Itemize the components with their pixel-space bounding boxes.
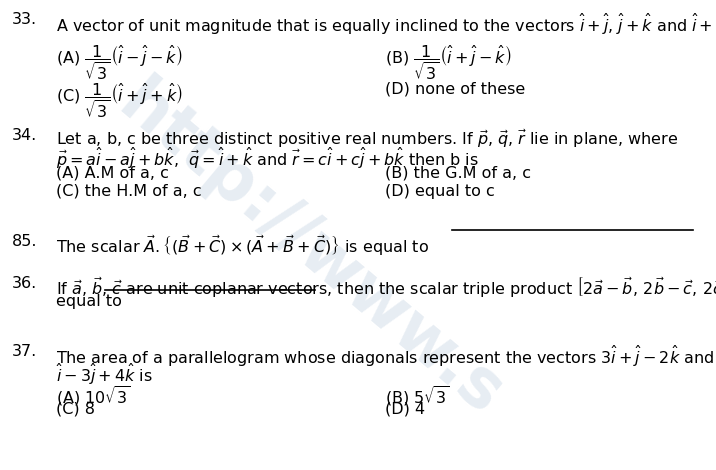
Text: (C) the H.M of a, c: (C) the H.M of a, c — [56, 184, 202, 199]
Text: 34.: 34. — [12, 128, 37, 143]
Text: (A) $10\sqrt{3}$: (A) $10\sqrt{3}$ — [56, 384, 130, 408]
Text: equal to: equal to — [56, 294, 122, 309]
Text: (C) 8: (C) 8 — [56, 402, 95, 417]
Text: The scalar $\vec{A}.\left\{(\vec{B}+\vec{C})\times(\vec{A}+\vec{B}+\vec{C})\righ: The scalar $\vec{A}.\left\{(\vec{B}+\vec… — [56, 234, 429, 258]
Text: (D) equal to c: (D) equal to c — [385, 184, 495, 199]
Text: Let a, b, c be three distinct positive real numbers. If $\vec{p}$, $\vec{q}$, $\: Let a, b, c be three distinct positive r… — [56, 128, 678, 150]
Text: (B) $\dfrac{1}{\sqrt{3}}\left(\hat{i}+\hat{j}-\hat{k}\right)$: (B) $\dfrac{1}{\sqrt{3}}\left(\hat{i}+\h… — [385, 44, 511, 83]
Text: (D) none of these: (D) none of these — [385, 82, 526, 97]
Text: (D) 4: (D) 4 — [385, 402, 425, 417]
Text: (A) $\dfrac{1}{\sqrt{3}}\left(\hat{i}-\hat{j}-\hat{k}\right)$: (A) $\dfrac{1}{\sqrt{3}}\left(\hat{i}-\h… — [56, 44, 183, 83]
Text: (A) A.M of a, c: (A) A.M of a, c — [56, 166, 169, 181]
Text: 85.: 85. — [12, 234, 37, 249]
Text: 36.: 36. — [12, 276, 37, 291]
Text: 33.: 33. — [12, 12, 37, 27]
Text: A vector of unit magnitude that is equally inclined to the vectors $\hat{i}+\hat: A vector of unit magnitude that is equal… — [56, 12, 716, 37]
Text: $\hat{i}-3\hat{j}+4\hat{k}$ is: $\hat{i}-3\hat{j}+4\hat{k}$ is — [56, 362, 153, 387]
Text: (B) the G.M of a, c: (B) the G.M of a, c — [385, 166, 531, 181]
Text: 37.: 37. — [12, 344, 37, 359]
Text: The area of a parallelogram whose diagonals represent the vectors $3\hat{i}+\hat: The area of a parallelogram whose diagon… — [56, 344, 714, 369]
Text: If $\vec{a}$, $\vec{b}$, $\vec{c}$ are unit coplanar vectors, then the scalar tr: If $\vec{a}$, $\vec{b}$, $\vec{c}$ are u… — [56, 276, 716, 300]
Text: (C) $\dfrac{1}{\sqrt{3}}\left(\hat{i}+\hat{j}+\hat{k}\right)$: (C) $\dfrac{1}{\sqrt{3}}\left(\hat{i}+\h… — [56, 82, 183, 121]
Text: $\vec{p} = a\hat{i} - a\hat{j} + b\hat{k}$,  $\vec{q} = \hat{i} + \hat{k}$ and $: $\vec{p} = a\hat{i} - a\hat{j} + b\hat{k… — [56, 146, 479, 171]
Text: http://www.s: http://www.s — [105, 70, 515, 430]
Text: (B) $5\sqrt{3}$: (B) $5\sqrt{3}$ — [385, 384, 450, 408]
